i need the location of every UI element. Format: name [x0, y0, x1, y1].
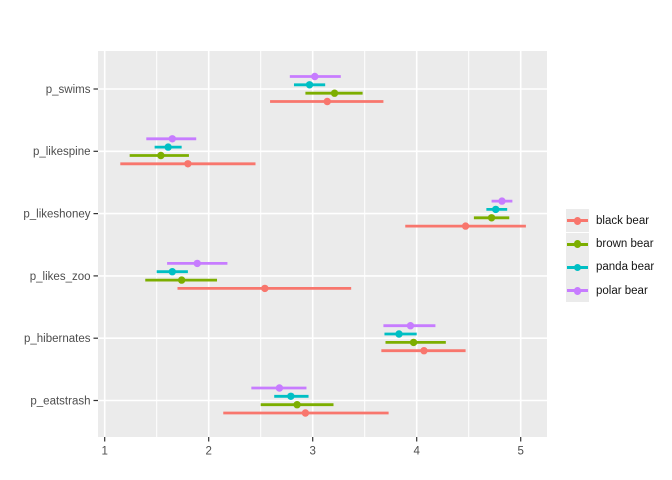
mean-point — [323, 97, 331, 106]
mean-point — [301, 409, 310, 417]
mean-point — [157, 151, 165, 160]
mean-point — [492, 205, 500, 214]
mean-point — [164, 143, 172, 151]
legend-key-swatch — [566, 279, 589, 303]
mean-point — [305, 81, 314, 89]
mean-point — [487, 214, 496, 222]
pointrange-glyph-dot — [573, 240, 582, 248]
y-tick-label: p_likespine — [33, 146, 91, 158]
pointrange-glyph-dot — [573, 286, 582, 295]
mean-point — [193, 259, 201, 268]
pointrange-glyph-dot — [573, 216, 582, 225]
pointrange-glyph-dot — [573, 263, 582, 272]
legend-key-swatch — [566, 232, 589, 256]
legend-key-swatch — [566, 255, 589, 279]
mean-point — [409, 338, 418, 347]
legend-item: black bear — [566, 209, 654, 233]
mean-point — [275, 384, 284, 392]
y-tick-label: p_hibernates — [24, 333, 91, 345]
x-tick-label: 4 — [413, 446, 420, 458]
legend-item: brown bear — [566, 232, 654, 256]
mean-point — [287, 392, 295, 400]
mean-point — [330, 89, 339, 97]
mean-point — [395, 330, 403, 338]
legend: black bear brown bear panda bear polar b… — [566, 209, 654, 303]
legend-item: polar bear — [566, 279, 654, 303]
x-tick-label: 2 — [205, 446, 211, 458]
mean-point — [184, 160, 192, 168]
y-tick-label: p_likeshoney — [23, 209, 90, 221]
legend-label: brown bear — [596, 238, 654, 251]
mean-point — [461, 222, 470, 230]
mean-point — [177, 276, 186, 284]
y-tick-label: p_likes_zoo — [30, 271, 91, 283]
legend-label: black bear — [596, 214, 650, 227]
plot-panel — [98, 51, 547, 437]
mean-point — [406, 322, 415, 330]
mean-point — [168, 268, 176, 276]
y-tick-label: p_eatstrash — [30, 395, 90, 407]
mean-point — [311, 72, 319, 81]
legend-item: panda bear — [566, 255, 655, 279]
y-tick-label: p_swims — [46, 84, 91, 96]
x-tick-label: 3 — [309, 446, 315, 458]
mean-point — [261, 284, 269, 293]
legend-key-swatch — [566, 209, 589, 233]
legend-label: polar bear — [596, 284, 648, 297]
mean-point — [420, 347, 428, 355]
x-tick-label: 1 — [101, 446, 107, 458]
mean-point — [498, 197, 506, 205]
x-tick-label: 5 — [517, 446, 523, 458]
mean-point — [293, 401, 301, 409]
legend-label: panda bear — [596, 261, 655, 274]
mean-point — [168, 135, 176, 143]
